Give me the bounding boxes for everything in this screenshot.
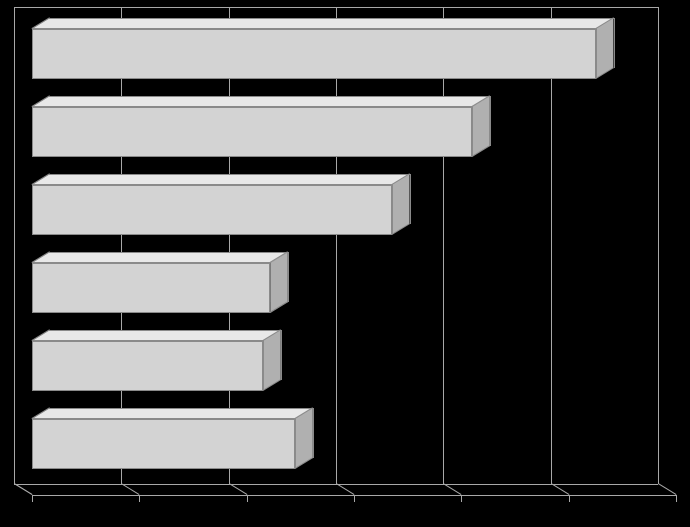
bar-right-back-edge [614,18,615,68]
x-tick [461,495,462,502]
back-wall-left-edge [14,7,15,484]
x-tick [32,495,33,502]
bar-top-back-edge [50,18,614,19]
bar-top-back-edge [50,408,313,409]
back-wall-bottom-edge [14,484,658,485]
bar-top-back-edge [50,174,410,175]
bar [32,263,288,324]
bar-top-back-edge [50,96,490,97]
bar-right-back-edge [410,174,411,224]
horizontal-3d-bar-chart [0,0,690,527]
bar [32,341,281,402]
bar-top-face [32,96,490,107]
bar-front-face [32,341,263,391]
bar [32,185,410,246]
bar-right-back-edge [490,96,491,146]
bar [32,29,614,90]
x-tick [247,495,248,502]
bar-top-face [32,408,313,419]
bar-top-face [32,330,281,341]
bar-front-face [32,185,392,235]
floor-gridline [658,483,677,495]
plot-area [14,4,678,498]
bar-right-back-edge [288,252,289,302]
bar-front-face [32,107,472,157]
bar-top-back-edge [50,252,288,253]
x-tick [139,495,140,502]
bar-top-face [32,174,410,185]
x-tick [676,495,677,502]
bar-top-face [32,18,614,29]
x-tick [569,495,570,502]
x-axis-line [32,495,676,496]
bar-top-face [32,252,288,263]
bar-right-back-edge [281,330,282,380]
bar [32,419,313,480]
bar-top-back-edge [50,330,281,331]
bar [32,107,490,168]
bar-front-face [32,29,596,79]
x-tick [354,495,355,502]
bar-front-face [32,263,270,313]
back-wall-right-edge [658,7,659,484]
bar-right-back-edge [313,408,314,458]
bar-front-face [32,419,295,469]
